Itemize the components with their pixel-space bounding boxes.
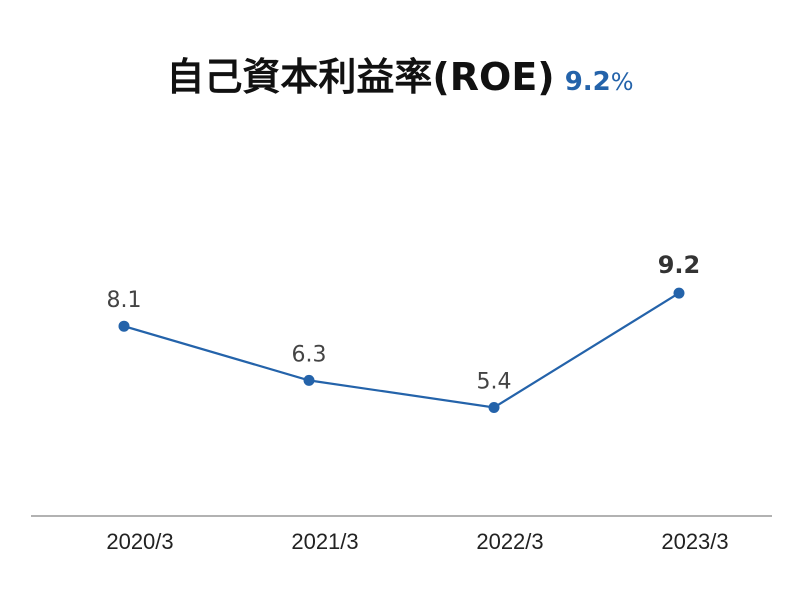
data-point — [303, 374, 315, 386]
data-label: 8.1 — [107, 288, 142, 313]
data-point — [673, 287, 685, 299]
chart-title-value: 9.2% — [565, 67, 634, 97]
data-point — [488, 401, 500, 413]
chart-title-text: 自己資本利益率(ROE) — [166, 55, 555, 99]
data-label: 6.3 — [292, 342, 327, 367]
data-label: 5.4 — [477, 369, 512, 394]
series-line — [123, 292, 680, 409]
data-label: 9.2 — [658, 251, 701, 279]
x-tick-label: 2022/3 — [476, 529, 543, 554]
chart-title: 自己資本利益率(ROE) 9.2% — [0, 46, 800, 101]
x-tick-label: 2020/3 — [106, 529, 173, 554]
data-point — [118, 320, 130, 332]
title-value-number: 9.2 — [564, 67, 611, 97]
x-tick-label: 2023/3 — [661, 529, 728, 554]
x-tick-label: 2021/3 — [291, 529, 358, 554]
title-value-unit: % — [610, 68, 634, 96]
